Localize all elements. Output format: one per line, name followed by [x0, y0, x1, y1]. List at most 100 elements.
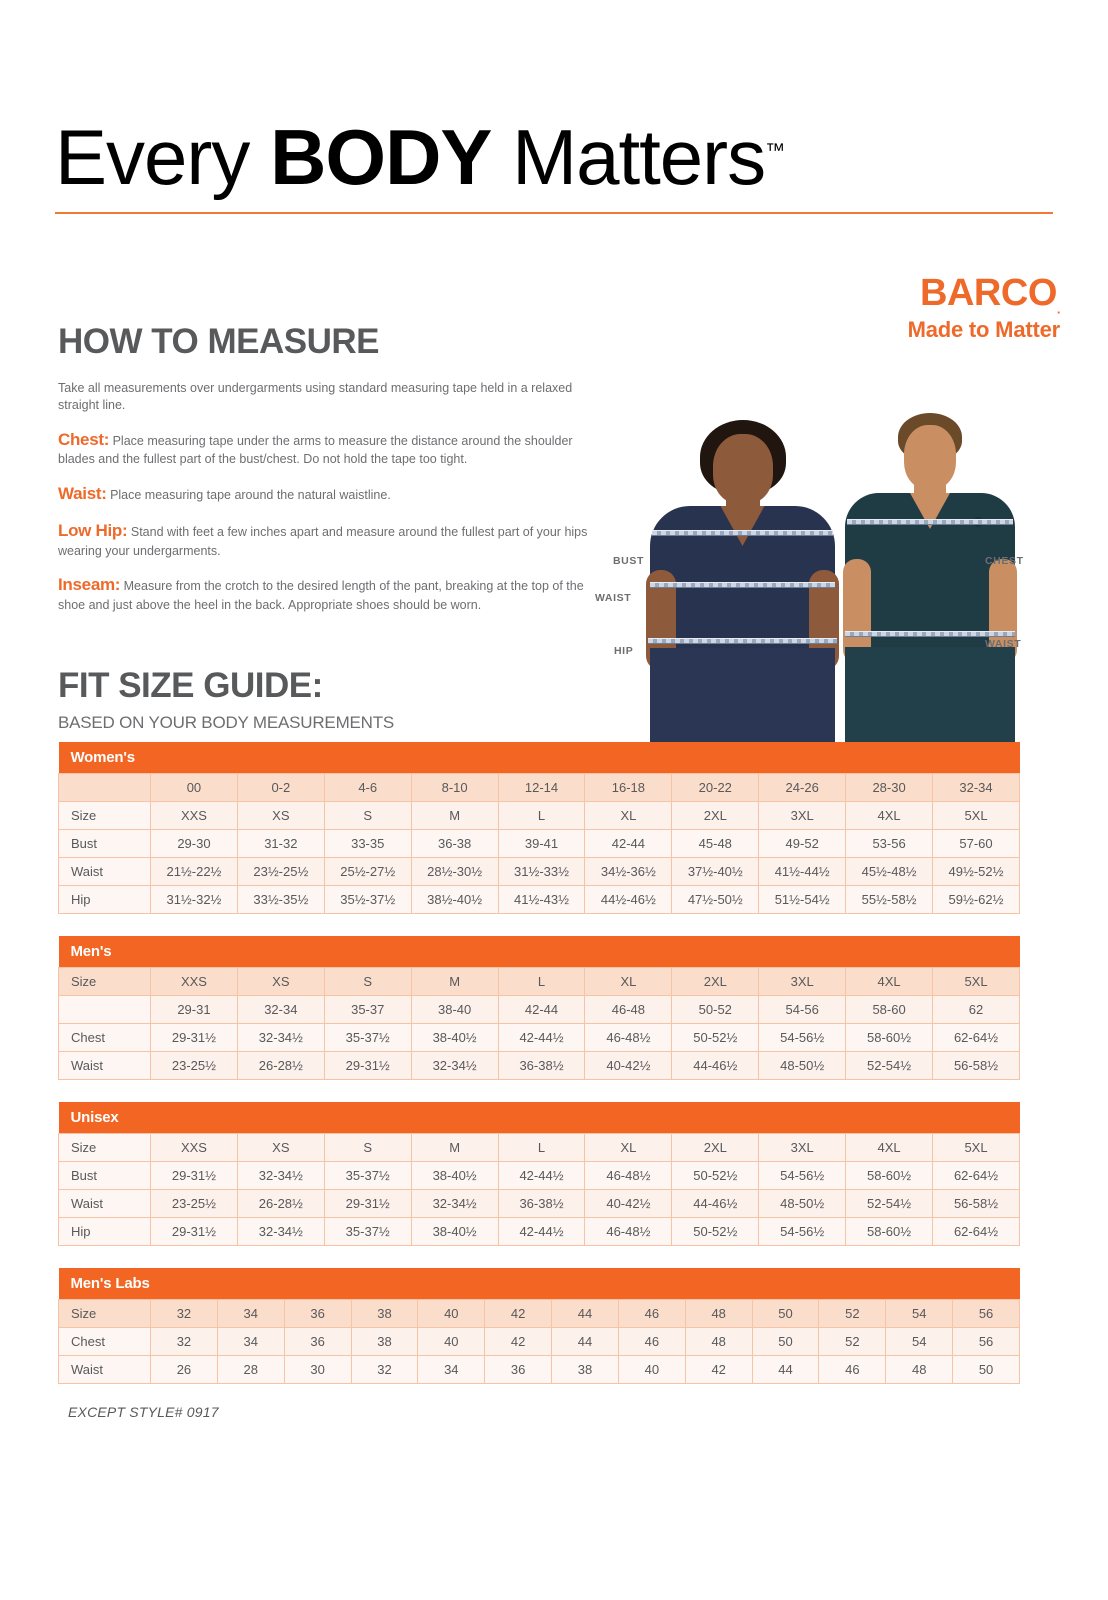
- male-head: [904, 425, 956, 489]
- unisex-row-label: Waist: [58, 1189, 151, 1218]
- unisex-cell: 32-34½: [236, 1161, 325, 1190]
- mens-cell: 36-38½: [497, 1051, 586, 1080]
- mens-size-cell: 4XL: [845, 967, 934, 996]
- mens-cell: 46-48½: [584, 1023, 673, 1052]
- unisex-cell: 62-64½: [932, 1161, 1020, 1190]
- unisex-cell: 54-56½: [758, 1161, 847, 1190]
- mens-cell: 32-34½: [410, 1051, 499, 1080]
- unisex-cell: XL: [584, 1133, 673, 1162]
- mens-labs-cell: 50: [751, 1299, 820, 1328]
- mens-labs-cell: 32: [150, 1327, 218, 1356]
- womens-cell: XL: [584, 801, 673, 830]
- mens-labs-cell: 34: [417, 1355, 486, 1384]
- womens-cell: 31-32: [236, 829, 325, 858]
- measure-item-waist: Waist: Place measuring tape around the n…: [58, 483, 598, 505]
- womens-numeric-size-row: 00 0-2 4-6 8-10 12-14 16-18 20-22 24-26 …: [58, 773, 1020, 802]
- unisex-size-table: Unisex Size XXS XS S M L XL 2XL 3XL 4XL …: [58, 1102, 1020, 1246]
- unisex-cell: 58-60½: [845, 1217, 934, 1246]
- womens-row-label: Bust: [58, 829, 151, 858]
- womens-numeric-cell: 12-14: [497, 773, 586, 802]
- womens-numeric-cell: 4-6: [323, 773, 412, 802]
- womens-numeric-cell: 20-22: [671, 773, 760, 802]
- mens-labs-cell: 48: [684, 1299, 753, 1328]
- unisex-cell: 2XL: [671, 1133, 760, 1162]
- womens-cell: M: [410, 801, 499, 830]
- unisex-cell: 29-31½: [323, 1189, 412, 1218]
- unisex-cell: 46-48½: [584, 1161, 673, 1190]
- callout-hip-label: HIP: [614, 645, 634, 657]
- womens-cell: 33½-35½: [236, 885, 325, 914]
- mens-size-cell: S: [323, 967, 412, 996]
- male-right-arm: [989, 559, 1017, 663]
- mens-labs-cell: 54: [885, 1327, 954, 1356]
- mens-numeric-cell: 62: [932, 995, 1020, 1024]
- womens-cell: 45-48: [671, 829, 760, 858]
- mens-numeric-cell: 50-52: [671, 995, 760, 1024]
- table-row: Hip 31½-32½ 33½-35½ 35½-37½ 38½-40½ 41½-…: [58, 885, 1020, 914]
- mens-labs-cell: 36: [484, 1355, 553, 1384]
- womens-cell: 38½-40½: [410, 885, 499, 914]
- table-row: Hip 29-31½ 32-34½ 35-37½ 38-40½ 42-44½ 4…: [58, 1217, 1020, 1246]
- mens-size-cell: 5XL: [932, 967, 1020, 996]
- womens-cell: 39-41: [497, 829, 586, 858]
- womens-numeric-cell: 00: [150, 773, 238, 802]
- measure-term-waist: Waist:: [58, 483, 107, 503]
- womens-cell: 25½-27½: [323, 857, 412, 886]
- male-waist-tape: [845, 631, 1015, 637]
- brand-registered-mark: .: [1056, 301, 1061, 317]
- measure-term-low-hip: Low Hip:: [58, 521, 128, 541]
- measure-text-inseam: Measure from the crotch to the desired l…: [58, 579, 584, 612]
- womens-row-label: Size: [58, 801, 151, 830]
- mens-numeric-cell: 38-40: [410, 995, 499, 1024]
- womens-numeric-cell: 24-26: [758, 773, 847, 802]
- model-photo-area: BUST WAIST HIP CHEST WAIST: [595, 400, 1040, 765]
- womens-cell: 23½-25½: [236, 857, 325, 886]
- mens-size-table: Men's Size XXS XS S M L XL 2XL 3XL 4XL 5…: [58, 936, 1020, 1080]
- table-row: Bust 29-31½ 32-34½ 35-37½ 38-40½ 42-44½ …: [58, 1161, 1020, 1190]
- mens-labs-cell: 50: [952, 1355, 1020, 1384]
- mens-size-cell: M: [410, 967, 499, 996]
- mens-row-label: Chest: [58, 1023, 151, 1052]
- mens-labs-cell: 38: [551, 1355, 619, 1384]
- unisex-cell: 26-28½: [236, 1189, 325, 1218]
- table-row: Bust 29-30 31-32 33-35 36-38 39-41 42-44…: [58, 829, 1020, 858]
- table-row: Waist 23-25½ 26-28½ 29-31½ 32-34½ 36-38½…: [58, 1051, 1020, 1080]
- unisex-cell: 40-42½: [584, 1189, 673, 1218]
- unisex-cell: 58-60½: [845, 1161, 934, 1190]
- womens-numeric-cell: 16-18: [584, 773, 673, 802]
- unisex-cell: 50-52½: [671, 1217, 760, 1246]
- mens-size-cell: XL: [584, 967, 673, 996]
- mens-labs-cell: 34: [216, 1327, 285, 1356]
- mens-labs-cell: 52: [818, 1299, 887, 1328]
- unisex-row-label: Bust: [58, 1161, 151, 1190]
- unisex-cell: 38-40½: [410, 1161, 499, 1190]
- callout-man-waist-label: WAIST: [985, 638, 1022, 650]
- mens-labs-cell: 30: [283, 1355, 352, 1384]
- womens-cell: 28½-30½: [410, 857, 499, 886]
- mens-labs-cell: 46: [818, 1355, 887, 1384]
- womens-cell: 35½-37½: [323, 885, 412, 914]
- unisex-cell: 32-34½: [410, 1189, 499, 1218]
- mens-size-cell: XXS: [150, 967, 238, 996]
- unisex-cell: 62-64½: [932, 1217, 1020, 1246]
- womens-cell: 59½-62½: [932, 885, 1020, 914]
- womens-cell: 31½-33½: [497, 857, 586, 886]
- mens-labs-cell: 50: [751, 1327, 820, 1356]
- unisex-cell: 44-46½: [671, 1189, 760, 1218]
- mens-labs-cell: 54: [885, 1299, 954, 1328]
- mens-labs-cell: 36: [283, 1327, 352, 1356]
- measure-text-low-hip: Stand with feet a few inches apart and m…: [58, 525, 588, 558]
- mens-numeric-cell: 46-48: [584, 995, 673, 1024]
- womens-row-label: Hip: [58, 885, 151, 914]
- womens-numeric-blank: [58, 773, 151, 802]
- womens-cell: 41½-44½: [758, 857, 847, 886]
- mens-labs-cell: 32: [150, 1299, 218, 1328]
- brand-name-text: BARCO: [920, 272, 1057, 314]
- mens-cell: 58-60½: [845, 1023, 934, 1052]
- mens-labs-cell: 42: [684, 1355, 753, 1384]
- mens-labs-cell: 42: [484, 1327, 553, 1356]
- mens-labs-cell: 40: [417, 1327, 486, 1356]
- male-chest-tape: [847, 519, 1013, 525]
- unisex-cell: 35-37½: [323, 1161, 412, 1190]
- womens-cell: 55½-58½: [845, 885, 934, 914]
